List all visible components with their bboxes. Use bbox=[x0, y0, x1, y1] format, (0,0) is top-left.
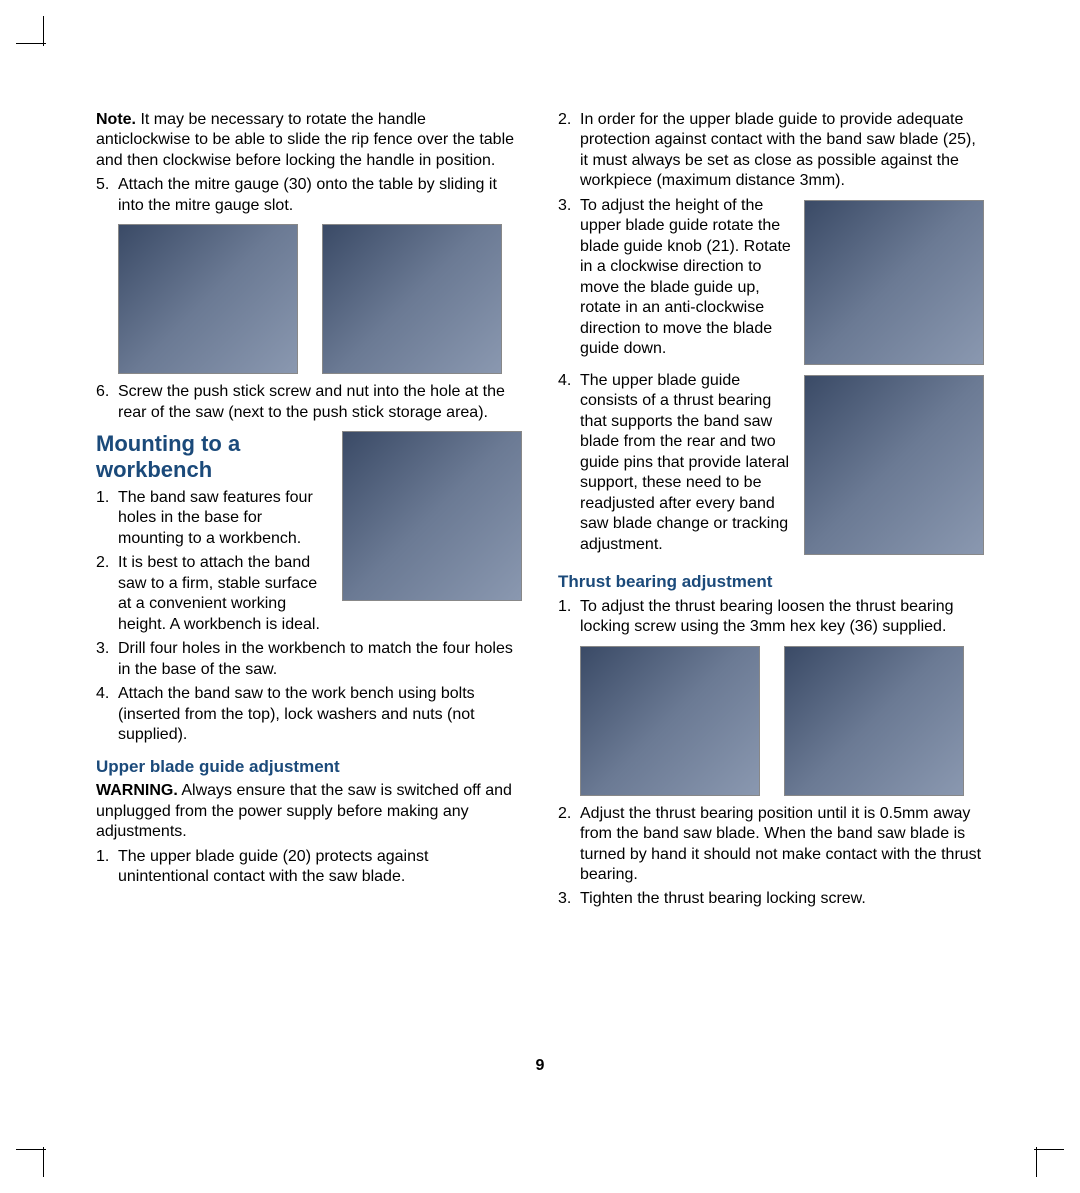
step-text: To adjust the thrust bearing loosen the … bbox=[580, 598, 954, 635]
list-item: 4. The upper blade guide consists of a t… bbox=[558, 371, 984, 555]
step-number: 3. bbox=[558, 889, 571, 909]
push-stick-screw-photo bbox=[322, 224, 502, 374]
step-text: Drill four holes in the workbench to mat… bbox=[118, 640, 513, 677]
step-text: Attach the mitre gauge (30) onto the tab… bbox=[118, 176, 497, 213]
step-text: The upper blade guide (20) protects agai… bbox=[118, 848, 428, 885]
step-number: 2. bbox=[96, 553, 109, 573]
step-number: 1. bbox=[96, 847, 109, 867]
note-label: Note. bbox=[96, 111, 136, 128]
step-number: 2. bbox=[558, 110, 571, 130]
step-text: In order for the upper blade guide to pr… bbox=[580, 111, 976, 189]
step-text: To adjust the height of the upper blade … bbox=[580, 197, 791, 357]
page-number: 9 bbox=[0, 1057, 1080, 1075]
list-item: 1. The band saw features four holes in t… bbox=[96, 488, 522, 549]
image-row bbox=[580, 646, 984, 796]
note-text: It may be necessary to rotate the handle… bbox=[96, 111, 514, 169]
crop-mark bbox=[16, 1149, 46, 1150]
list-item: 3. Drill four holes in the workbench to … bbox=[96, 639, 522, 680]
step-text: It is best to attach the band saw to a f… bbox=[118, 554, 320, 632]
step-number: 3. bbox=[96, 639, 109, 659]
crop-mark bbox=[43, 1147, 44, 1177]
step-number: 3. bbox=[558, 196, 571, 216]
step-text: Attach the band saw to the work bench us… bbox=[118, 685, 475, 743]
step-text: The band saw features four holes in the … bbox=[118, 489, 313, 547]
list-item: 2. Adjust the thrust bearing position un… bbox=[558, 804, 984, 886]
image-row bbox=[118, 224, 522, 374]
list-item: 2. It is best to attach the band saw to … bbox=[96, 553, 522, 635]
upper-guide-heading: Upper blade guide adjustment bbox=[96, 756, 522, 778]
thrust-bearing-hexkey-photo bbox=[580, 646, 760, 796]
step-text: Screw the push stick screw and nut into … bbox=[118, 383, 505, 420]
step-number: 6. bbox=[96, 382, 109, 402]
list-item: 5. Attach the mitre gauge (30) onto the … bbox=[96, 175, 522, 216]
step-number: 4. bbox=[96, 684, 109, 704]
crop-mark bbox=[43, 16, 44, 46]
warning-paragraph: WARNING. Always ensure that the saw is s… bbox=[96, 781, 522, 842]
left-column: Note. It may be necessary to rotate the … bbox=[96, 110, 522, 1063]
thrust-bearing-wheel-photo bbox=[784, 646, 964, 796]
step-number: 4. bbox=[558, 371, 571, 391]
step-text: The upper blade guide consists of a thru… bbox=[580, 372, 789, 553]
crop-mark bbox=[1034, 1149, 1064, 1150]
crop-mark bbox=[16, 43, 46, 44]
mitre-gauge-photo bbox=[118, 224, 298, 374]
step-number: 1. bbox=[96, 488, 109, 508]
step-number: 1. bbox=[558, 597, 571, 617]
warning-label: WARNING. bbox=[96, 782, 178, 799]
note-paragraph: Note. It may be necessary to rotate the … bbox=[96, 110, 522, 171]
list-item: 3. Tighten the thrust bearing locking sc… bbox=[558, 889, 984, 909]
list-item: 1. The upper blade guide (20) protects a… bbox=[96, 847, 522, 888]
crop-mark bbox=[1036, 1147, 1037, 1177]
right-column: 2. In order for the upper blade guide to… bbox=[558, 110, 984, 1063]
step-text: Tighten the thrust bearing locking screw… bbox=[580, 890, 866, 907]
list-item: 1. To adjust the thrust bearing loosen t… bbox=[558, 597, 984, 638]
list-item: 2. In order for the upper blade guide to… bbox=[558, 110, 984, 192]
step-text: Adjust the thrust bearing position until… bbox=[580, 805, 981, 883]
step-number: 2. bbox=[558, 804, 571, 824]
thrust-heading: Thrust bearing adjustment bbox=[558, 571, 984, 593]
page-content: Note. It may be necessary to rotate the … bbox=[96, 110, 984, 1063]
list-item: 3. To adjust the height of the upper bla… bbox=[558, 196, 984, 360]
list-item: 6. Screw the push stick screw and nut in… bbox=[96, 382, 522, 423]
step-number: 5. bbox=[96, 175, 109, 195]
list-item: 4. Attach the band saw to the work bench… bbox=[96, 684, 522, 745]
